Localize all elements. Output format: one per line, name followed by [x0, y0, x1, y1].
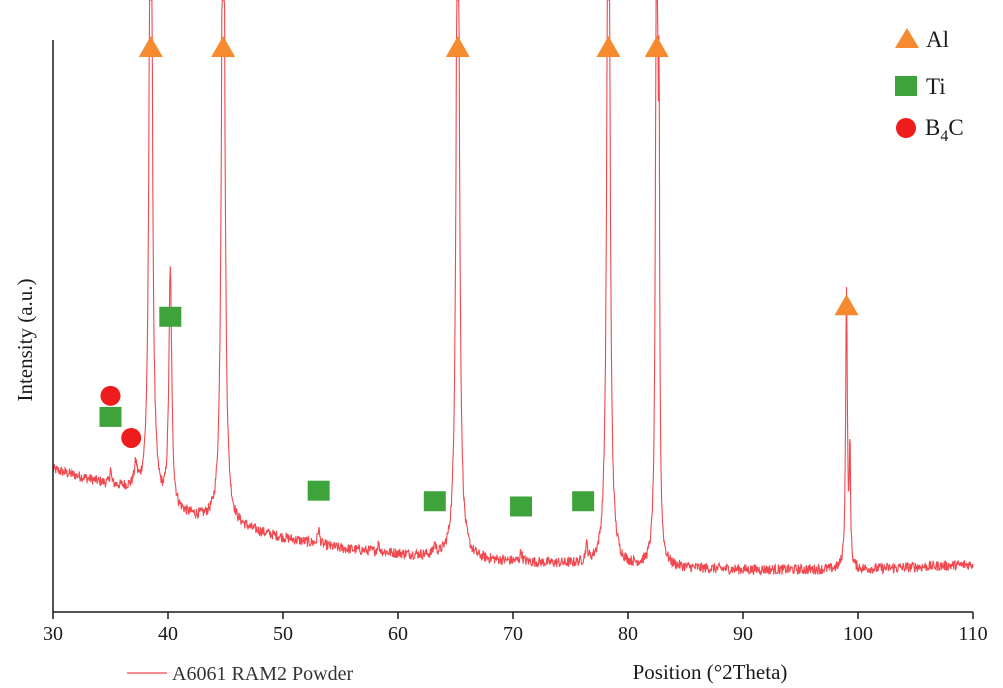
ti-marker-1 [159, 306, 182, 327]
ti-marker-2 [307, 480, 330, 501]
al-marker-0 [138, 36, 163, 57]
series-line-a6061 [53, 0, 974, 576]
x-axis-title: Position (°2Theta) [633, 660, 788, 684]
series-legend-label: A6061 RAM2 Powder [172, 663, 353, 685]
x-tick-label-40: 40 [158, 623, 178, 645]
legend-ti-square-icon [895, 76, 917, 96]
al-marker-3 [596, 36, 621, 57]
b4c-marker-0 [100, 385, 121, 406]
x-tick-label-70: 70 [503, 623, 523, 645]
x-tick-group: 30 40 50 60 70 80 90 100 110 [43, 612, 988, 645]
series-line-layer [53, 0, 974, 576]
al-marker-4 [644, 36, 669, 57]
ti-marker-3 [423, 491, 446, 512]
legend-ti-label: Ti [926, 74, 946, 99]
legend-al-label: Al [926, 27, 949, 52]
ti-marker-4 [510, 496, 533, 517]
x-tick-label-80: 80 [618, 623, 638, 645]
legend-al-triangle-icon [895, 28, 919, 48]
axes: 30 40 50 60 70 80 90 100 110 [43, 40, 988, 645]
legend-b4c-label: B4C [925, 115, 964, 145]
legend-b4c-circle-icon [896, 118, 916, 138]
al-marker-2 [445, 36, 470, 57]
ti-marker-0 [99, 406, 122, 427]
b4c-marker-1 [121, 427, 142, 448]
ti-marker-5 [572, 491, 595, 512]
x-tick-label-30: 30 [43, 623, 63, 645]
al-marker-1 [211, 36, 236, 57]
x-tick-label-100: 100 [843, 623, 873, 645]
al-marker-5 [834, 294, 859, 316]
y-axis-title: Intensity (a.u.) [13, 278, 37, 401]
x-tick-label-90: 90 [733, 623, 753, 645]
phase-legend: Al Ti B4C [895, 27, 964, 145]
series-legend: A6061 RAM2 Powder [127, 663, 353, 685]
x-tick-label-50: 50 [273, 623, 293, 645]
x-tick-label-110: 110 [958, 623, 987, 645]
phase-marker-layer [99, 36, 859, 517]
x-tick-label-60: 60 [388, 623, 408, 645]
